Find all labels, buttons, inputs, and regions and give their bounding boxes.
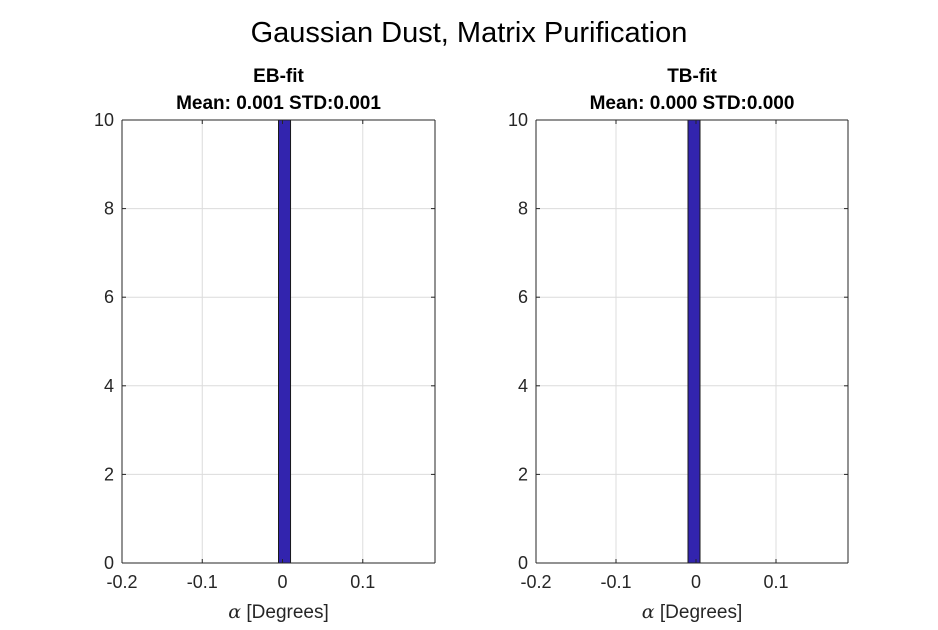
- x-axis-label: α [Degrees]: [228, 601, 329, 623]
- panel-title-line-2: Mean: 0.001 STD:0.001: [176, 93, 381, 114]
- x-tick-label: -0.1: [187, 572, 218, 592]
- panel-title-line-2: Mean: 0.000 STD:0.000: [590, 93, 795, 114]
- x-axis-label-text: [Degrees]: [241, 602, 329, 623]
- x-tick-label: -0.2: [106, 572, 137, 592]
- y-tick-label: 10: [508, 110, 528, 130]
- alpha-symbol: α: [228, 601, 241, 623]
- x-tick-label: -0.2: [520, 572, 551, 592]
- chart-panel-1: -0.2 -0.1 0 0.1 0 2 4 6 8 10 EB-fit Mean: 0.001 STD…: [94, 66, 436, 623]
- y-tick-label: 0: [518, 553, 528, 573]
- alpha-symbol: α: [642, 601, 655, 623]
- panels: -0.2 -0.1 0 0.1 0 2 4 6 8 10 EB-fit Mean: 0.001 STD…: [94, 66, 849, 623]
- x-tick-label: -0.1: [600, 572, 631, 592]
- histogram-bar: [278, 119, 292, 564]
- figure-title: Gaussian Dust, Matrix Purification: [251, 17, 688, 49]
- x-tick-label: 0: [278, 572, 288, 592]
- x-tick-label: 0.1: [763, 572, 788, 592]
- x-axis-label-text: [Degrees]: [655, 602, 743, 623]
- y-tick-label: 4: [518, 376, 528, 396]
- y-tick-label: 2: [518, 464, 528, 484]
- histogram-bar: [687, 119, 701, 564]
- y-tick-label: 8: [518, 199, 528, 219]
- x-axis-label: α [Degrees]: [642, 601, 743, 623]
- y-tick-label: 0: [104, 553, 114, 573]
- y-tick-label: 6: [518, 287, 528, 307]
- y-tick-label: 6: [104, 287, 114, 307]
- y-tick-label: 10: [94, 110, 114, 130]
- y-tick-label: 4: [104, 376, 114, 396]
- x-tick-label: 0.1: [350, 572, 375, 592]
- chart-panel-2: -0.2 -0.1 0 0.1 0 2 4 6 8 10 TB-fit Mean: 0.000 STD…: [508, 66, 849, 623]
- panel-title-line-1: EB-fit: [253, 66, 304, 87]
- y-tick-label: 8: [104, 199, 114, 219]
- x-tick-label: 0: [691, 572, 701, 592]
- panel-title-line-1: TB-fit: [667, 66, 717, 87]
- y-tick-label: 2: [104, 464, 114, 484]
